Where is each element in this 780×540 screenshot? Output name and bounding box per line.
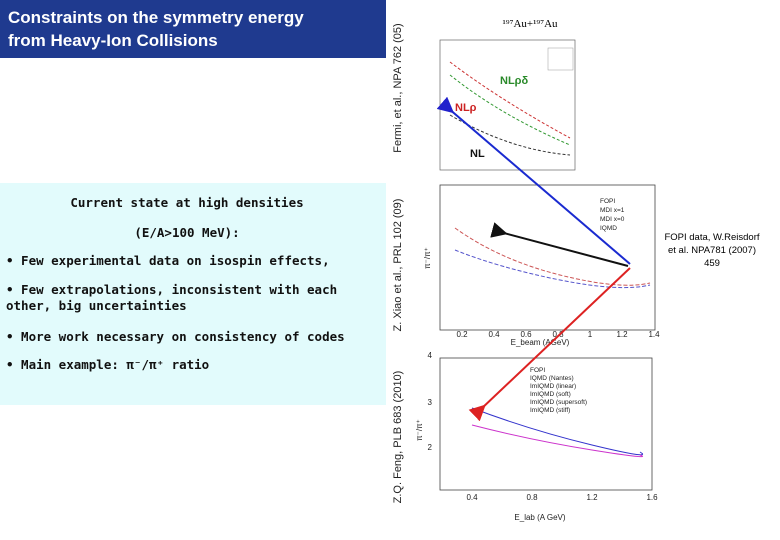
legend-item: FOPI: [530, 367, 545, 374]
legend-item: IQMD: [600, 225, 617, 232]
title-line: Constraints on the symmetry energy: [8, 8, 304, 27]
figure-title: ¹⁹⁷Au+¹⁹⁷Au: [502, 18, 558, 30]
label: NLρδ: [500, 75, 528, 87]
x-tick: 0.8: [526, 493, 538, 502]
x-tick: 1.6: [646, 493, 658, 502]
curve: [454, 249, 651, 289]
legend-item: ImIQMD (soft): [530, 391, 571, 398]
plot-frame: [439, 184, 656, 331]
x-label: E_beam (AGeV): [511, 338, 570, 347]
legend-item: MDI x=0: [600, 216, 625, 223]
legend-item: ImIQMD (stiff): [530, 407, 570, 414]
label: NLρ: [455, 102, 477, 114]
y-tick: 3: [428, 398, 433, 407]
bullet: • More work necessary on consistency of …: [6, 329, 345, 344]
bullet: • Main example: π⁻/π⁺ ratio: [6, 357, 209, 372]
y-label: π⁻/π⁺: [423, 247, 432, 269]
curve: [454, 227, 651, 286]
heading: Current state at high densities: [70, 195, 303, 210]
figure-bottom: FOPI IQMD (Nantes) ImIQMD (linear) ImIQM…: [415, 351, 658, 522]
x-tick: 0.4: [466, 493, 478, 502]
curve: [449, 114, 571, 156]
content-box: [0, 183, 386, 405]
y-tick: 4: [428, 351, 433, 360]
reference: Fermi, et al., NPA 762 (05): [392, 23, 404, 152]
arrow: [490, 222, 629, 267]
legend-item: MDI x=1: [600, 207, 625, 214]
figure-top: ¹⁹⁷Au+¹⁹⁷Au NLρδ NLρ NL: [439, 18, 576, 171]
x-tick: 1: [588, 330, 593, 339]
curve: [449, 61, 571, 139]
legend-item: FOPI: [600, 198, 615, 205]
curve: [471, 424, 643, 458]
arrow: [468, 267, 631, 422]
plot-frame: [439, 357, 653, 491]
x-label: E_lab (A GeV): [514, 513, 565, 522]
title-box: [0, 0, 386, 58]
x-tick: 0.6: [520, 330, 532, 339]
bullet: • Few extrapolations, inconsistent with …: [6, 282, 337, 297]
x-tick: 1.2: [586, 493, 598, 502]
x-tick: 0.2: [456, 330, 468, 339]
x-tick: 0.4: [488, 330, 500, 339]
bullet: other, big uncertainties: [6, 298, 187, 313]
x-tick: 1.2: [616, 330, 628, 339]
legend-item: ImIQMD (linear): [530, 383, 576, 390]
reference: Z. Xiao et al., PRL 102 (09): [392, 199, 404, 332]
x-tick: 1.4: [648, 330, 660, 339]
legend-item: IQMD (Nantes): [530, 375, 574, 382]
reference: Z.Q. Feng, PLB 683 (2010): [392, 371, 404, 504]
subheading: (E/A>100 MeV):: [134, 225, 239, 240]
legend-box: [547, 47, 574, 71]
note: 459: [704, 258, 720, 269]
y-tick: 2: [428, 443, 433, 452]
title-line: from Heavy-Ion Collisions: [8, 31, 218, 50]
bullet: • Few experimental data on isospin effec…: [6, 253, 330, 268]
label: NL: [470, 148, 485, 160]
figure-middle: FOPI MDI x=1 MDI x=0 IQMD π⁻/π⁺ E_beam (…: [423, 184, 660, 347]
curve: [449, 74, 571, 146]
x-tick: 0.8: [552, 330, 564, 339]
y-label: π⁻/π⁺: [415, 419, 424, 441]
note: FOPI data, W.Reisdorf: [664, 232, 759, 243]
note: et al. NPA781 (2007): [668, 245, 756, 256]
arrow: [436, 96, 631, 265]
legend-item: ImIQMD (supersoft): [530, 399, 587, 406]
